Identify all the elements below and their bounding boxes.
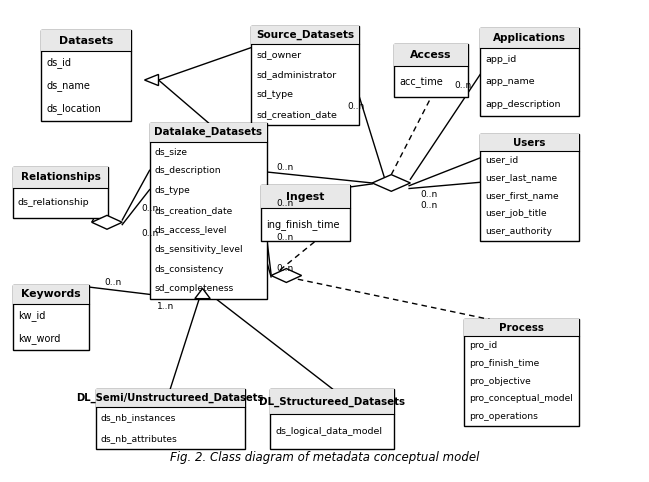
- Bar: [261, 185, 350, 208]
- Text: user_job_title: user_job_title: [485, 209, 547, 218]
- Text: acc_time: acc_time: [400, 76, 443, 87]
- Text: sd_owner: sd_owner: [256, 50, 302, 59]
- Text: user_id: user_id: [485, 156, 519, 164]
- Text: pro_finish_time: pro_finish_time: [469, 359, 540, 368]
- Text: 0..n: 0..n: [421, 190, 438, 199]
- Bar: [465, 320, 579, 336]
- Bar: [13, 285, 89, 349]
- Text: ing_finish_time: ing_finish_time: [266, 219, 339, 230]
- Text: sd_type: sd_type: [256, 90, 293, 99]
- Bar: [480, 28, 579, 116]
- Text: 0..n: 0..n: [276, 199, 294, 208]
- Text: Process: Process: [499, 323, 544, 333]
- Bar: [271, 389, 395, 449]
- Text: ds_creation_date: ds_creation_date: [154, 206, 233, 215]
- Text: Fig. 2. Class diagram of metadata conceptual model: Fig. 2. Class diagram of metadata concep…: [170, 451, 479, 464]
- Text: pro_id: pro_id: [469, 341, 498, 349]
- Text: ds_size: ds_size: [154, 147, 188, 156]
- Bar: [95, 389, 245, 407]
- Text: sd_completeness: sd_completeness: [154, 284, 234, 294]
- Text: ds_nb_instances: ds_nb_instances: [101, 413, 176, 422]
- Text: app_name: app_name: [485, 78, 535, 86]
- Bar: [42, 30, 130, 120]
- Bar: [480, 134, 579, 241]
- Bar: [271, 389, 395, 414]
- Text: ds_consistency: ds_consistency: [154, 265, 224, 274]
- Text: Source_Datasets: Source_Datasets: [256, 30, 354, 40]
- Text: user_last_name: user_last_name: [485, 174, 557, 183]
- Text: sd_creation_date: sd_creation_date: [256, 110, 337, 120]
- Bar: [480, 28, 579, 48]
- Text: 0..n: 0..n: [276, 233, 294, 242]
- Polygon shape: [92, 215, 122, 229]
- Text: user_authority: user_authority: [485, 228, 552, 236]
- Text: 0..n: 0..n: [141, 229, 159, 239]
- Text: ds_name: ds_name: [47, 80, 90, 91]
- Text: 1..n: 1..n: [157, 303, 175, 311]
- Bar: [150, 123, 267, 299]
- Polygon shape: [372, 174, 410, 191]
- Text: ds_description: ds_description: [154, 166, 221, 175]
- Text: pro_objective: pro_objective: [469, 376, 532, 386]
- Bar: [395, 44, 467, 97]
- Text: ds_nb_attributes: ds_nb_attributes: [101, 434, 177, 443]
- Text: 0..n: 0..n: [454, 81, 471, 90]
- Text: app_description: app_description: [485, 100, 561, 109]
- Text: Ingest: Ingest: [286, 192, 324, 202]
- Text: Datasets: Datasets: [59, 36, 113, 45]
- Bar: [13, 285, 89, 304]
- Polygon shape: [195, 288, 210, 299]
- Text: kw_word: kw_word: [18, 333, 60, 344]
- Bar: [13, 167, 108, 188]
- Bar: [395, 44, 467, 67]
- Text: 0..n: 0..n: [421, 201, 438, 210]
- Polygon shape: [271, 268, 302, 282]
- Text: DL_Semi/Unstructureed_Datasets: DL_Semi/Unstructureed_Datasets: [77, 393, 264, 403]
- Text: Relationships: Relationships: [21, 173, 101, 182]
- Text: Keywords: Keywords: [21, 289, 81, 299]
- Bar: [251, 26, 360, 125]
- Text: DL_Structureed_Datasets: DL_Structureed_Datasets: [260, 396, 406, 406]
- Text: Applications: Applications: [493, 33, 566, 43]
- Text: Access: Access: [410, 50, 452, 60]
- Text: kw_id: kw_id: [18, 310, 45, 321]
- Bar: [42, 30, 130, 51]
- Bar: [465, 320, 579, 426]
- Text: app_id: app_id: [485, 55, 517, 64]
- Bar: [13, 167, 108, 218]
- Text: 0..n: 0..n: [276, 163, 294, 172]
- Bar: [95, 389, 245, 449]
- Text: sd_administrator: sd_administrator: [256, 70, 337, 79]
- Text: ds_logical_data_model: ds_logical_data_model: [276, 427, 382, 436]
- Text: ds_location: ds_location: [47, 104, 101, 114]
- Text: 0..n: 0..n: [104, 278, 122, 287]
- Text: pro_operations: pro_operations: [469, 413, 539, 421]
- Bar: [480, 134, 579, 151]
- Text: ds_access_level: ds_access_level: [154, 226, 227, 234]
- Text: ds_sensitivity_level: ds_sensitivity_level: [154, 245, 243, 254]
- Text: 0..n: 0..n: [348, 102, 365, 111]
- Text: ds_id: ds_id: [47, 57, 71, 68]
- Text: ds_type: ds_type: [154, 186, 190, 195]
- Text: ds_relationship: ds_relationship: [18, 198, 90, 207]
- Text: Users: Users: [513, 138, 546, 147]
- Text: Datalake_Datasets: Datalake_Datasets: [154, 127, 262, 137]
- Bar: [150, 123, 267, 142]
- Text: pro_conceptual_model: pro_conceptual_model: [469, 394, 573, 403]
- Bar: [261, 185, 350, 241]
- Text: 0..n: 0..n: [141, 204, 159, 213]
- Bar: [251, 26, 360, 44]
- Text: 0..n: 0..n: [276, 264, 294, 273]
- Text: user_first_name: user_first_name: [485, 191, 559, 201]
- Polygon shape: [145, 74, 158, 86]
